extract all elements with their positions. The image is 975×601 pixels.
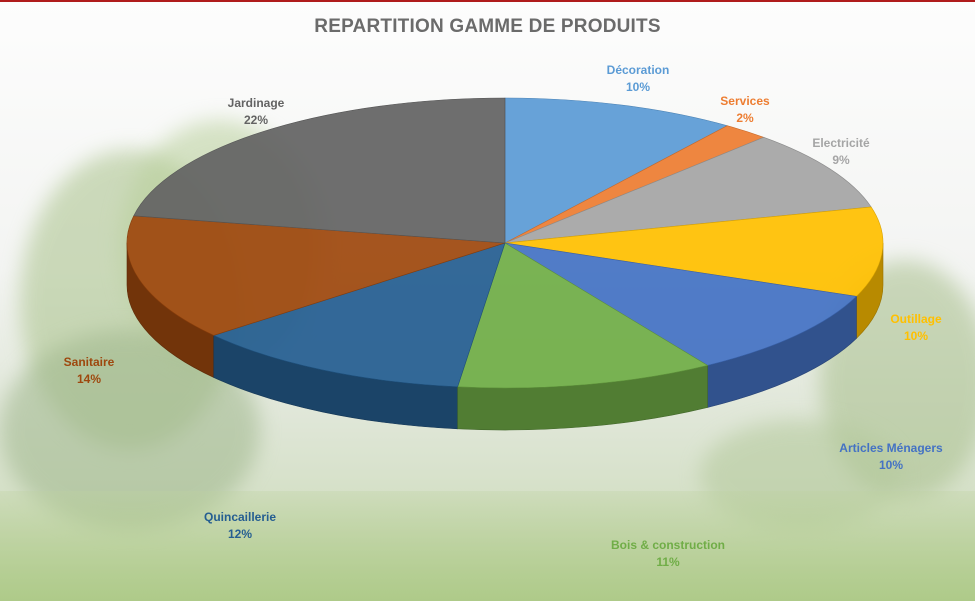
pie-top-faces — [126, 97, 884, 389]
chart-title: REPARTITION GAMME DE PRODUITS — [314, 16, 661, 37]
data-label-percent-services: 2% — [736, 111, 754, 125]
data-label-percent-d-coration: 10% — [626, 80, 650, 94]
pie-side-faces — [126, 242, 884, 431]
pie-slice-jardinage — [133, 97, 506, 244]
data-label-percent-electricit-: 9% — [832, 153, 850, 167]
data-label-sanitaire: Sanitaire — [64, 355, 115, 369]
pie-slice-sanitaire — [126, 215, 506, 336]
data-label-percent-bois-construction: 11% — [656, 555, 680, 569]
data-label-bois-construction: Bois & construction — [611, 538, 725, 552]
pie-slice-outillage — [504, 206, 884, 297]
data-label-percent-quincaillerie: 12% — [228, 527, 252, 541]
data-label-percent-articles-m-nagers: 10% — [879, 458, 903, 472]
data-label-electricit-: Electricité — [812, 136, 870, 150]
pie-slice-electricit- — [504, 136, 872, 244]
data-label-percent-jardinage: 22% — [244, 113, 268, 127]
data-label-jardinage: Jardinage — [228, 96, 285, 110]
pie-slice-d-coration — [504, 97, 728, 244]
data-label-outillage: Outillage — [890, 312, 942, 326]
pie-slice-quincaillerie — [212, 242, 506, 388]
data-label-percent-outillage: 10% — [904, 329, 928, 343]
data-label-quincaillerie: Quincaillerie — [204, 510, 276, 524]
data-label-articles-m-nagers: Articles Ménagers — [839, 441, 943, 455]
data-label-services: Services — [720, 94, 770, 108]
data-label-d-coration: Décoration — [607, 63, 670, 77]
pie-data-labels: Décoration 10% Services 2% Electricité 9% Outi… — [64, 63, 943, 569]
data-label-percent-sanitaire: 14% — [77, 372, 101, 386]
pie-slice-bois-construction — [457, 242, 709, 389]
top-border-line — [0, 0, 975, 2]
pie-slice-articles-m-nagers — [504, 242, 858, 366]
